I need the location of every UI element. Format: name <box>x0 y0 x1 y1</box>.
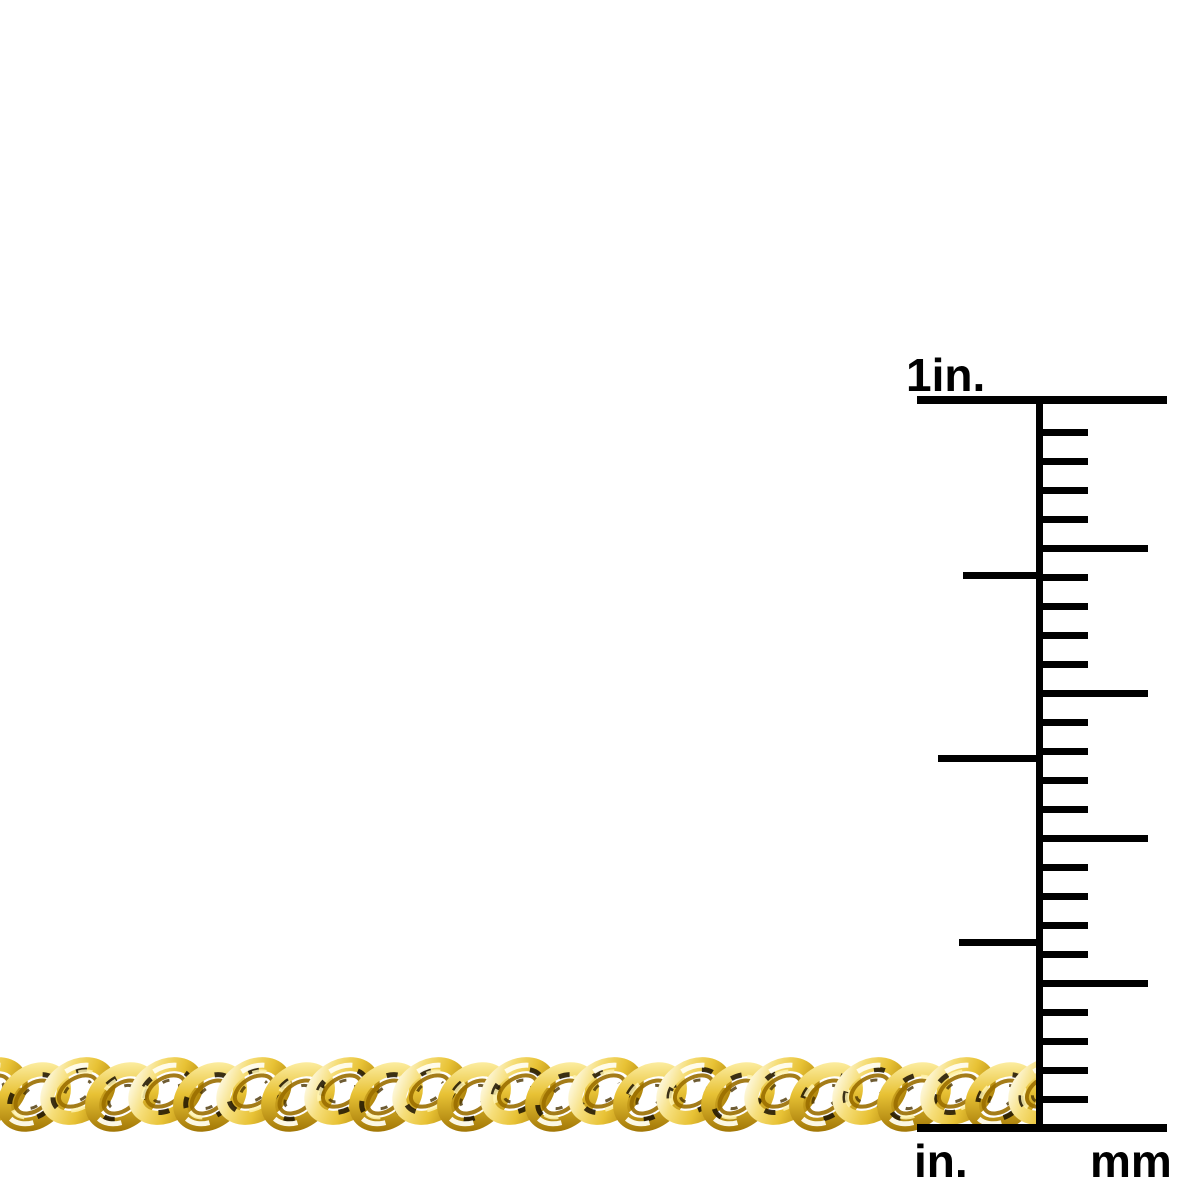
mm-tick-long <box>1036 545 1148 552</box>
ruler-mm-unit-label: mm <box>1090 1135 1172 1187</box>
mm-tick <box>1036 951 1088 958</box>
mm-tick-long <box>1036 835 1148 842</box>
mm-tick <box>1036 893 1088 900</box>
mm-tick <box>1036 719 1088 726</box>
ruler-inch-unit-label: in. <box>914 1135 968 1187</box>
quarter-inch-tick <box>938 755 1043 762</box>
mm-tick <box>1036 632 1088 639</box>
mm-tick <box>1036 603 1088 610</box>
mm-tick <box>1036 1009 1088 1016</box>
mm-tick <box>1036 458 1088 465</box>
mm-tick <box>1036 748 1088 755</box>
mm-tick-long <box>1036 690 1148 697</box>
mm-tick <box>1036 516 1088 523</box>
mm-tick <box>1036 574 1088 581</box>
mm-tick <box>1036 487 1088 494</box>
quarter-inch-tick <box>963 572 1043 579</box>
mm-tick-long <box>1036 980 1148 987</box>
mm-tick <box>1036 1067 1088 1074</box>
mm-tick <box>1036 1038 1088 1045</box>
mm-tick <box>1036 864 1088 871</box>
ruler-spine <box>1036 396 1043 1132</box>
mm-tick <box>1036 806 1088 813</box>
mm-tick <box>1036 429 1088 436</box>
ruler-top-label: 1in. <box>906 349 986 401</box>
gold-rope-chain-image <box>0 1050 1042 1138</box>
quarter-inch-tick <box>959 939 1043 946</box>
mm-tick <box>1036 777 1088 784</box>
mm-tick <box>1036 922 1088 929</box>
mm-tick <box>1036 661 1088 668</box>
mm-tick <box>1036 1096 1088 1103</box>
